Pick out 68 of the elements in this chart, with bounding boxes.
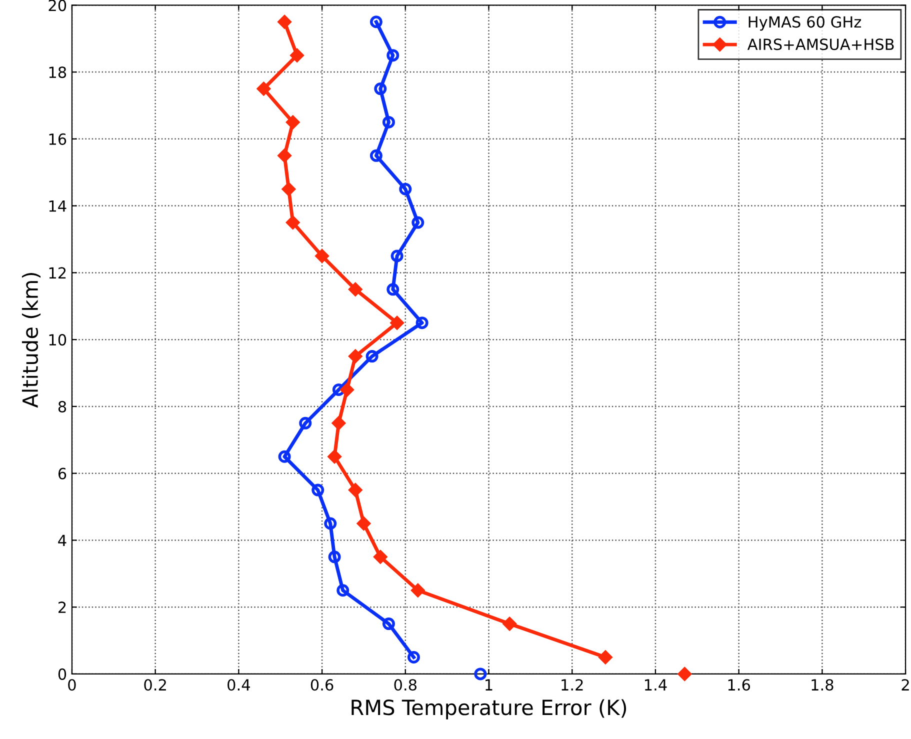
x-tick-label: 1 xyxy=(486,679,492,690)
x-tick-label: 1.8 xyxy=(812,679,834,691)
point xyxy=(315,249,329,263)
point xyxy=(416,316,428,330)
point xyxy=(312,484,324,496)
point xyxy=(386,49,400,62)
y-tick-label: 6 xyxy=(58,468,66,480)
y-tick-label: 16 xyxy=(49,133,66,145)
point xyxy=(256,82,270,96)
point xyxy=(299,416,312,430)
legend-label: AIRS+AMSUA+HSB xyxy=(747,38,894,50)
point xyxy=(370,16,382,28)
point xyxy=(382,618,395,630)
point xyxy=(332,416,346,430)
point xyxy=(282,182,296,196)
point xyxy=(348,483,362,497)
x-tick-label: 1.6 xyxy=(728,679,750,691)
y-tick-label: 0 xyxy=(58,668,66,680)
point xyxy=(348,350,362,364)
y-tick-label: 4 xyxy=(58,534,66,546)
point xyxy=(390,316,404,330)
point xyxy=(412,216,424,229)
point xyxy=(332,383,345,396)
y-tick-label: 20 xyxy=(48,0,66,12)
point xyxy=(286,216,300,230)
point xyxy=(324,517,337,530)
point xyxy=(286,115,300,130)
point xyxy=(407,650,420,664)
point xyxy=(374,82,387,96)
point xyxy=(290,48,304,62)
point xyxy=(399,182,412,196)
x-tick-label: 1.4 xyxy=(644,679,667,690)
y-tick-label: 8 xyxy=(58,400,66,412)
point xyxy=(356,516,371,530)
x-axis-title: RMS Temperature Error (K) xyxy=(352,699,626,720)
x-tick-label: 1.2 xyxy=(562,679,583,690)
point xyxy=(278,450,291,463)
point xyxy=(502,617,516,631)
x-tick-label: 0.8 xyxy=(394,679,416,691)
point xyxy=(678,667,692,681)
point xyxy=(278,15,292,29)
point xyxy=(382,116,395,128)
point xyxy=(386,283,400,296)
point xyxy=(598,650,612,664)
point xyxy=(328,450,342,464)
y-tick-label: 14 xyxy=(49,200,66,212)
point xyxy=(348,282,362,296)
point xyxy=(370,149,382,162)
y-tick-label: 18 xyxy=(49,66,66,78)
point xyxy=(474,668,487,680)
y-tick-label: 10 xyxy=(49,334,66,346)
x-tick-label: 0.4 xyxy=(228,679,250,691)
point xyxy=(278,148,292,162)
x-tick-label: 2 xyxy=(902,679,909,690)
x-tick-label: 0.2 xyxy=(144,679,166,691)
point xyxy=(411,584,425,598)
y-tick-label: 2 xyxy=(58,602,66,613)
point xyxy=(328,550,341,564)
point xyxy=(336,584,350,597)
point xyxy=(374,550,388,564)
x-tick-label: 0 xyxy=(68,679,76,691)
y-axis-title: Altitude (km) xyxy=(22,273,41,408)
point xyxy=(390,250,404,262)
y-tick-label: 12 xyxy=(49,267,66,278)
point xyxy=(366,350,378,363)
x-tick-label: 0.6 xyxy=(310,679,334,691)
point xyxy=(340,382,354,397)
legend-label: HyMAS 60 GHz xyxy=(748,16,862,31)
